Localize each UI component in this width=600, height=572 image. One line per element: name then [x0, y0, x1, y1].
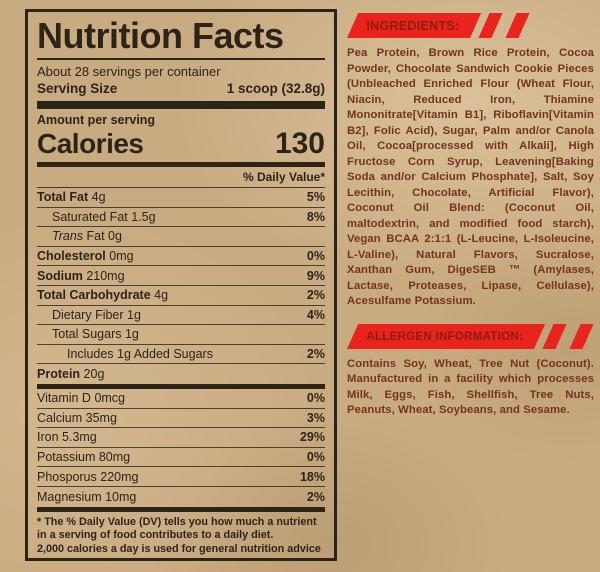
- allergen-banner: ALLERGEN INFORMATION:: [347, 323, 594, 349]
- nutrient-name: Iron 5.3mg: [37, 430, 97, 445]
- allergen-text: Contains Soy, Wheat, Tree Nut (Coconut).…: [347, 357, 594, 417]
- allergen-header: ALLERGEN INFORMATION:: [366, 330, 524, 342]
- nutrient-row: Cholesterol 0mg 0%: [37, 247, 325, 267]
- medium-divider: [37, 506, 325, 512]
- title-divider: [37, 58, 325, 60]
- daily-value-percent: 2%: [306, 288, 325, 303]
- nutrient-name: Magnesium 10mg: [37, 489, 137, 504]
- nutrient-row: Potassium 80mg 0%: [37, 448, 325, 468]
- footnote-line: in a serving of food contributes to a da…: [37, 529, 274, 541]
- serving-size-value: 1 scoop (32.8g): [226, 81, 325, 96]
- nutrient-row: Vitamin D 0mcg 0%: [37, 389, 325, 409]
- nutrient-row: Total Fat 4g 5%: [37, 188, 325, 208]
- nutrient-row: Calcium 35mg 3%: [37, 409, 325, 429]
- nutrient-name: Includes 1g Added Sugars: [67, 347, 213, 362]
- ingredients-banner: INGREDIENTS:: [347, 13, 594, 38]
- banner-slash-icon: [569, 323, 594, 349]
- nutrition-facts-title: Nutrition Facts: [37, 15, 284, 56]
- calories-row: Calories 130: [37, 128, 325, 160]
- allergen-banner-shape: ALLERGEN INFORMATION:: [347, 323, 545, 349]
- thick-divider: [37, 101, 325, 109]
- nutrient-name: Total Carbohydrate 4g: [37, 288, 169, 303]
- nutrient-name: Cholesterol 0mg: [37, 249, 134, 264]
- daily-value-percent: 0%: [306, 450, 325, 465]
- medium-divider: [37, 162, 325, 167]
- banner-slash-icon: [542, 323, 567, 349]
- ingredients-header: INGREDIENTS:: [366, 18, 460, 33]
- nutrient-rows: Total Fat 4g 5% Saturated Fat 1.5g 8% Trans …: [37, 188, 325, 384]
- nutrient-name: Calcium 35mg: [37, 410, 117, 425]
- daily-value-percent: 4%: [306, 307, 325, 322]
- serving-size-label: Serving Size: [37, 81, 118, 96]
- daily-value-header: % Daily Value*: [37, 167, 325, 188]
- nutrient-name: Trans Fat 0g: [52, 229, 122, 244]
- nutrient-name: Vitamin D 0mcg: [37, 391, 126, 406]
- servings-per-container: About 28 servings per container: [37, 64, 221, 79]
- nutrient-name: Sodium 210mg: [37, 268, 125, 283]
- footnote-line: * The % Daily Value (DV) tells you how m…: [37, 515, 317, 528]
- nutrient-row: Phosporus 220mg 18%: [37, 467, 325, 487]
- vitamin-rows: Vitamin D 0mcg 0% Calcium 35mg 3% Iron 5.3mg…: [37, 389, 325, 507]
- ingredients-banner-shape: INGREDIENTS:: [347, 13, 482, 38]
- banner-slash-icon: [478, 13, 503, 38]
- daily-value-footnote: * The % Daily Value (DV) tells you how m…: [37, 512, 325, 557]
- nutrient-name: Saturated Fat 1.5g: [52, 209, 156, 224]
- nutrient-row: Saturated Fat 1.5g 8%: [37, 208, 325, 228]
- nutrient-name: Protein 20g: [37, 367, 105, 382]
- nutrition-facts-panel: Nutrition Facts About 28 servings per co…: [25, 9, 337, 561]
- nutrient-name: Potassium 80mg: [37, 450, 131, 465]
- nutrient-row: Includes 1g Added Sugars 2%: [37, 345, 325, 365]
- daily-value-percent: 5%: [306, 190, 325, 205]
- nutrient-row: Magnesium 10mg 2%: [37, 487, 325, 507]
- nutrient-row: Iron 5.3mg 29%: [37, 428, 325, 448]
- daily-value-percent: 29%: [299, 430, 325, 445]
- daily-value-percent: 0%: [306, 391, 325, 406]
- right-column: INGREDIENTS: Pea Protein, Brown Rice Pro…: [347, 13, 594, 419]
- nutrient-name: Total Fat 4g: [37, 190, 106, 205]
- daily-value-percent: 9%: [306, 268, 325, 283]
- daily-value-percent: 2%: [306, 489, 325, 504]
- nutrient-row: Total Carbohydrate 4g 2%: [37, 286, 325, 306]
- nutrient-row: Total Sugars 1g: [37, 325, 325, 345]
- calories-value: 130: [274, 127, 325, 160]
- amount-per-serving-label: Amount per serving: [37, 113, 156, 127]
- daily-value-percent: 0%: [306, 249, 325, 264]
- daily-value-percent: 2%: [306, 347, 325, 362]
- nutrient-name: Phosporus 220mg: [37, 469, 139, 484]
- nutrient-row: Protein 20g: [37, 364, 325, 384]
- serving-size-row: Serving Size 1 scoop (32.8g): [37, 80, 325, 98]
- daily-value-percent: 8%: [306, 209, 325, 224]
- calories-label: Calories: [37, 128, 144, 159]
- nutrient-name: Dietary Fiber 1g: [52, 307, 141, 322]
- footnote-line: 2,000 calories a day is used for general…: [37, 542, 321, 555]
- nutrient-row: Trans Fat 0g: [37, 227, 325, 247]
- ingredients-text: Pea Protein, Brown Rice Protein, Cocoa P…: [347, 47, 594, 307]
- nutrient-row: Dietary Fiber 1g 4%: [37, 306, 325, 326]
- daily-value-percent: 18%: [299, 469, 325, 484]
- medium-divider: [37, 383, 325, 389]
- daily-value-percent: 3%: [306, 410, 325, 425]
- nutrient-row: Sodium 210mg 9%: [37, 266, 325, 286]
- banner-slash-icon: [505, 13, 530, 38]
- nutrient-name: Total Sugars 1g: [52, 327, 139, 342]
